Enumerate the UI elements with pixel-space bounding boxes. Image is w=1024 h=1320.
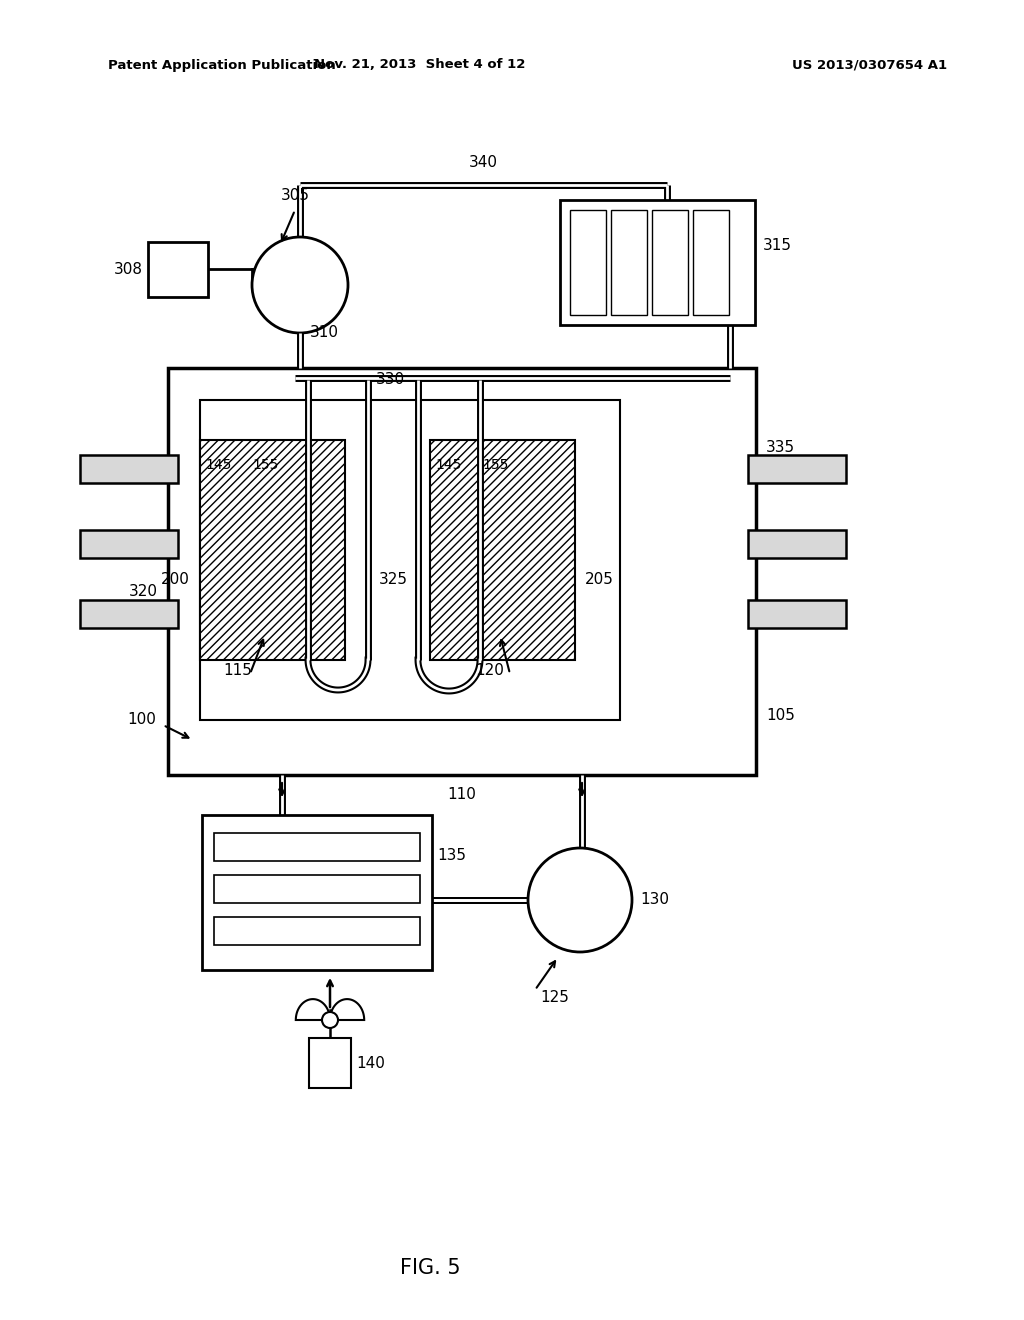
Text: FIG. 5: FIG. 5: [399, 1258, 461, 1278]
Bar: [748, 601, 846, 628]
Text: 155: 155: [252, 458, 279, 473]
Text: 305: 305: [281, 187, 309, 202]
Bar: [214, 875, 420, 903]
Bar: [148, 242, 208, 297]
Text: 200: 200: [161, 573, 190, 587]
Text: 100: 100: [127, 713, 156, 727]
Bar: [309, 1038, 351, 1088]
Text: 105: 105: [766, 708, 795, 722]
Bar: [748, 531, 846, 558]
Bar: [200, 440, 345, 660]
Bar: [80, 455, 178, 483]
Text: 155: 155: [482, 458, 508, 473]
Bar: [214, 917, 420, 945]
Text: 135: 135: [437, 847, 466, 862]
Text: 325: 325: [379, 573, 408, 587]
Text: 145: 145: [435, 458, 462, 473]
Text: 130: 130: [640, 892, 669, 908]
Text: 115: 115: [223, 663, 253, 678]
Text: 310: 310: [310, 325, 339, 341]
Bar: [168, 368, 756, 775]
Text: 315: 315: [763, 238, 792, 252]
Text: 308: 308: [114, 261, 143, 276]
Bar: [214, 833, 420, 861]
Polygon shape: [330, 999, 365, 1020]
Bar: [748, 455, 846, 483]
Bar: [611, 210, 647, 315]
Circle shape: [322, 1012, 338, 1028]
Text: 120: 120: [475, 663, 505, 678]
Text: 335: 335: [766, 441, 795, 455]
Text: 330: 330: [376, 372, 404, 388]
Text: 140: 140: [356, 1056, 385, 1071]
Bar: [560, 201, 755, 325]
Text: 125: 125: [541, 990, 569, 1005]
Polygon shape: [296, 999, 330, 1020]
Text: Nov. 21, 2013  Sheet 4 of 12: Nov. 21, 2013 Sheet 4 of 12: [314, 58, 525, 71]
Bar: [80, 601, 178, 628]
Text: 205: 205: [585, 573, 613, 587]
Text: 145: 145: [205, 458, 231, 473]
Circle shape: [252, 238, 348, 333]
Text: 110: 110: [447, 787, 476, 803]
Bar: [202, 814, 432, 970]
Bar: [200, 400, 620, 719]
Circle shape: [528, 847, 632, 952]
Bar: [430, 440, 575, 660]
Text: 340: 340: [469, 154, 498, 170]
Text: Patent Application Publication: Patent Application Publication: [108, 58, 336, 71]
Bar: [80, 531, 178, 558]
Bar: [693, 210, 729, 315]
Bar: [652, 210, 688, 315]
Text: 320: 320: [129, 583, 158, 598]
Bar: [570, 210, 606, 315]
Text: US 2013/0307654 A1: US 2013/0307654 A1: [793, 58, 947, 71]
